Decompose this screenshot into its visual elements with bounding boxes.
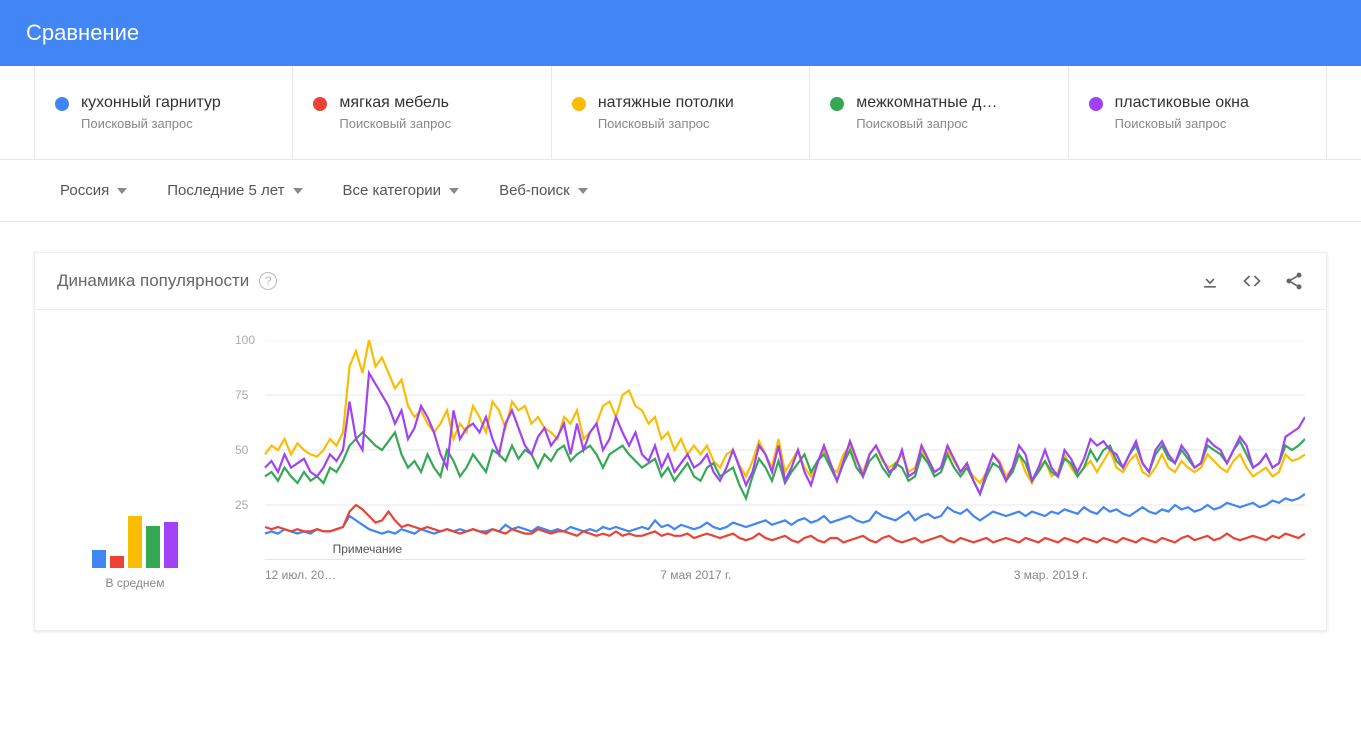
x-tick-label: 12 июл. 20… <box>265 568 336 582</box>
chevron-down-icon <box>449 188 459 194</box>
embed-icon[interactable] <box>1242 271 1262 291</box>
chevron-down-icon <box>578 188 588 194</box>
page-header: Сравнение <box>0 0 1361 66</box>
term-label: натяжные потолки <box>598 94 734 112</box>
average-bar <box>146 526 160 568</box>
series-dot <box>830 97 844 111</box>
term-sublabel: Поисковый запрос <box>598 116 734 131</box>
compare-terms-row: кухонный гарнитур Поисковый запрос мягка… <box>0 66 1361 160</box>
x-tick-label: 7 мая 2017 г. <box>660 568 731 582</box>
chevron-down-icon <box>117 188 127 194</box>
filter-period[interactable]: Последние 5 лет <box>167 182 302 199</box>
term-label: кухонный гарнитур <box>81 94 221 112</box>
chart-card: Динамика популярности ? В среднем 255075… <box>34 252 1327 631</box>
x-tick-label: 3 мар. 2019 г. <box>1014 568 1089 582</box>
page-title: Сравнение <box>26 20 139 45</box>
average-bar <box>110 556 124 568</box>
averages-panel: В среднем <box>55 340 215 590</box>
term-sublabel: Поисковый запрос <box>1115 116 1249 131</box>
filter-search-type-label: Веб-поиск <box>499 182 570 199</box>
series-dot <box>313 97 327 111</box>
average-bar <box>92 550 106 568</box>
filter-region[interactable]: Россия <box>60 182 127 199</box>
average-bar <box>164 522 178 568</box>
series-dot <box>1089 97 1103 111</box>
filter-search-type[interactable]: Веб-поиск <box>499 182 588 199</box>
filter-category[interactable]: Все категории <box>343 182 460 199</box>
term-sublabel: Поисковый запрос <box>339 116 451 131</box>
compare-term-card[interactable]: натяжные потолки Поисковый запрос <box>551 66 809 159</box>
chart-note: Примечание <box>333 542 402 556</box>
chart-body: В среднем 255075100Примечание12 июл. 20…… <box>35 309 1326 630</box>
average-bar <box>128 516 142 568</box>
filter-region-label: Россия <box>60 182 109 199</box>
term-sublabel: Поисковый запрос <box>81 116 221 131</box>
compare-term-card[interactable]: пластиковые окна Поисковый запрос <box>1068 66 1327 159</box>
compare-term-card[interactable]: кухонный гарнитур Поисковый запрос <box>34 66 292 159</box>
filter-category-label: Все категории <box>343 182 442 199</box>
filter-period-label: Последние 5 лет <box>167 182 284 199</box>
series-dot <box>572 97 586 111</box>
share-icon[interactable] <box>1284 271 1304 291</box>
term-label: пластиковые окна <box>1115 94 1249 112</box>
term-sublabel: Поисковый запрос <box>856 116 997 131</box>
chart-header: Динамика популярности ? <box>35 253 1326 309</box>
download-icon[interactable] <box>1200 271 1220 291</box>
averages-bars <box>92 458 178 568</box>
filters-row: Россия Последние 5 лет Все категории Веб… <box>0 160 1361 222</box>
averages-label: В среднем <box>106 576 165 590</box>
chart-title: Динамика популярности <box>57 271 249 291</box>
line-chart: 255075100Примечание12 июл. 20…7 мая 2017… <box>215 340 1306 590</box>
series-dot <box>55 97 69 111</box>
term-label: мягкая мебель <box>339 94 451 112</box>
help-icon[interactable]: ? <box>259 272 277 290</box>
chevron-down-icon <box>293 188 303 194</box>
compare-term-card[interactable]: мягкая мебель Поисковый запрос <box>292 66 550 159</box>
compare-term-card[interactable]: межкомнатные д… Поисковый запрос <box>809 66 1067 159</box>
term-label: межкомнатные д… <box>856 94 997 112</box>
